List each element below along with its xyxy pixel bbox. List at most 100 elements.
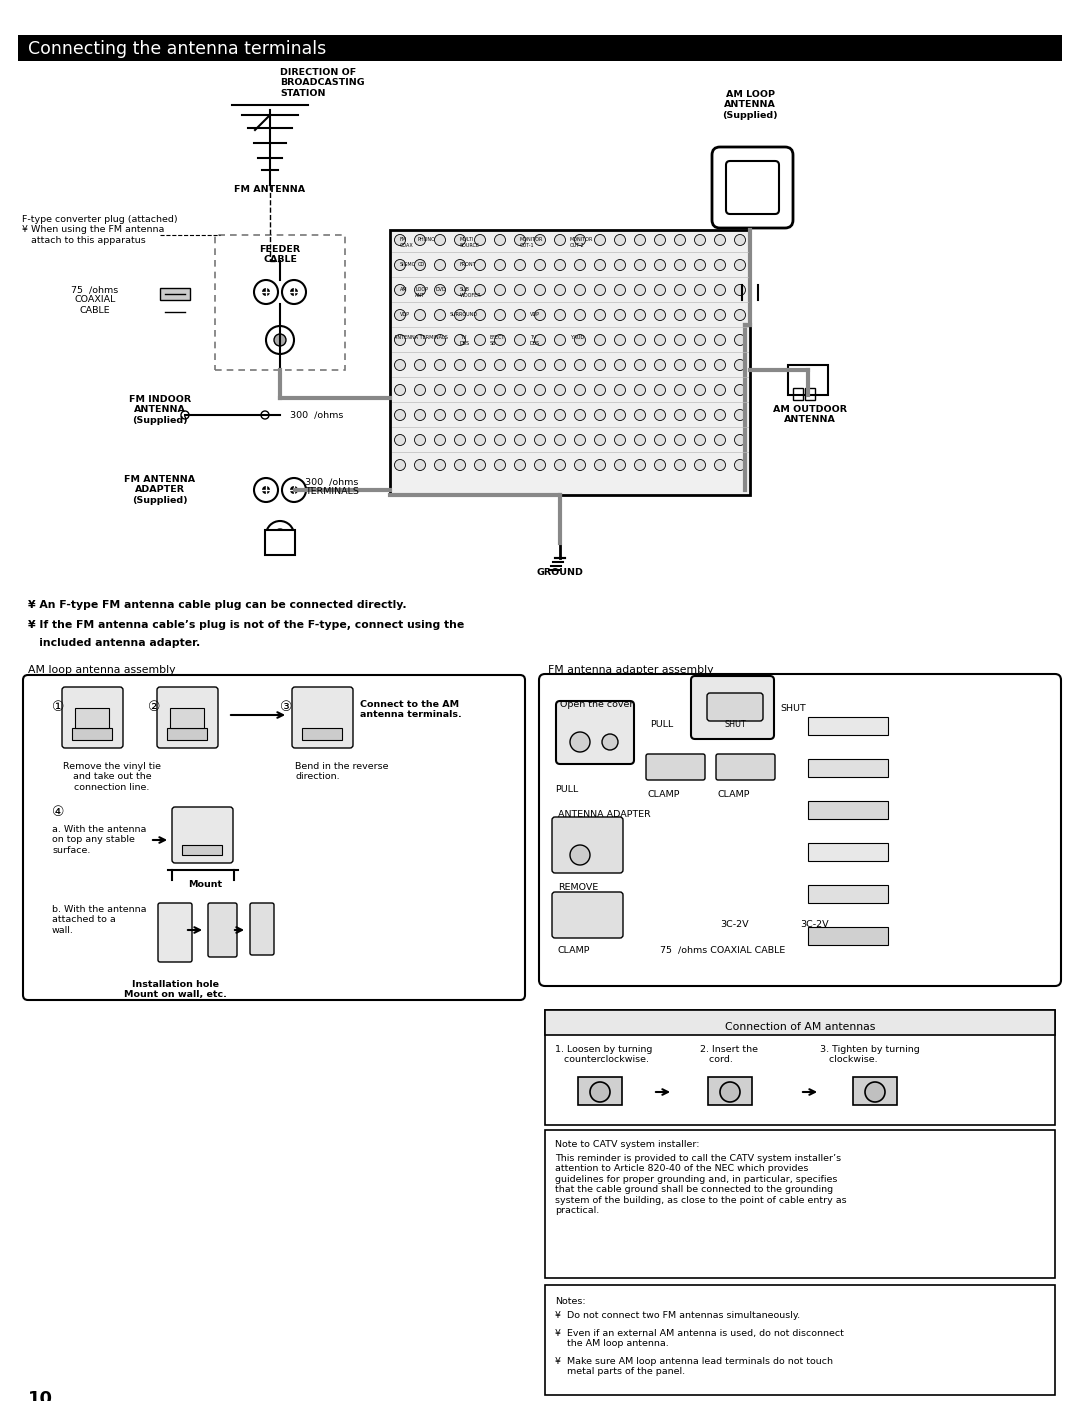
Circle shape bbox=[734, 460, 745, 471]
Circle shape bbox=[266, 326, 294, 354]
FancyBboxPatch shape bbox=[157, 686, 218, 748]
Text: ①: ① bbox=[52, 700, 65, 715]
Text: 10: 10 bbox=[28, 1390, 53, 1401]
Bar bbox=[545, 1285, 1055, 1395]
Circle shape bbox=[675, 234, 686, 245]
Bar bbox=[578, 1077, 622, 1105]
Circle shape bbox=[575, 384, 585, 395]
Circle shape bbox=[434, 284, 446, 296]
Circle shape bbox=[734, 234, 745, 245]
Text: GROUND: GROUND bbox=[537, 567, 583, 577]
Text: ④: ④ bbox=[52, 806, 65, 820]
Text: FM
COAX: FM COAX bbox=[400, 237, 414, 248]
Circle shape bbox=[434, 310, 446, 321]
Circle shape bbox=[495, 284, 505, 296]
Circle shape bbox=[455, 360, 465, 370]
FancyBboxPatch shape bbox=[552, 817, 623, 873]
Circle shape bbox=[635, 460, 646, 471]
Text: ¥ If the FM antenna cable’s plug is not of the F-type, connect using the: ¥ If the FM antenna cable’s plug is not … bbox=[28, 621, 464, 630]
Circle shape bbox=[514, 284, 526, 296]
Circle shape bbox=[654, 259, 665, 270]
Circle shape bbox=[594, 310, 606, 321]
Text: Bend in the reverse
direction.: Bend in the reverse direction. bbox=[295, 762, 389, 782]
Text: SHUT: SHUT bbox=[724, 720, 746, 729]
Circle shape bbox=[594, 434, 606, 446]
Circle shape bbox=[514, 360, 526, 370]
Circle shape bbox=[554, 310, 566, 321]
Circle shape bbox=[694, 409, 705, 420]
Text: b. With the antenna
attached to a
wall.: b. With the antenna attached to a wall. bbox=[52, 905, 147, 934]
Circle shape bbox=[415, 234, 426, 245]
Circle shape bbox=[415, 384, 426, 395]
Circle shape bbox=[262, 289, 270, 296]
Circle shape bbox=[434, 409, 446, 420]
Circle shape bbox=[415, 284, 426, 296]
Circle shape bbox=[554, 234, 566, 245]
Bar bbox=[183, 845, 222, 855]
Text: Note to CATV system installer:: Note to CATV system installer: bbox=[555, 1140, 700, 1149]
Circle shape bbox=[570, 845, 590, 864]
Text: ¥  Make sure AM loop antenna lead terminals do not touch
    metal parts of the : ¥ Make sure AM loop antenna lead termina… bbox=[555, 1358, 833, 1376]
Text: Mount: Mount bbox=[188, 880, 222, 890]
Text: CD: CD bbox=[418, 262, 426, 268]
Bar bbox=[808, 759, 888, 778]
Circle shape bbox=[675, 409, 686, 420]
Circle shape bbox=[514, 234, 526, 245]
Circle shape bbox=[615, 360, 625, 370]
Circle shape bbox=[455, 284, 465, 296]
Text: Connection of AM antennas: Connection of AM antennas bbox=[725, 1021, 875, 1033]
Circle shape bbox=[654, 310, 665, 321]
Circle shape bbox=[575, 234, 585, 245]
Text: Connect to the AM
antenna terminals.: Connect to the AM antenna terminals. bbox=[360, 700, 462, 719]
Circle shape bbox=[615, 234, 625, 245]
Circle shape bbox=[715, 434, 726, 446]
Text: AM loop antenna assembly: AM loop antenna assembly bbox=[28, 665, 175, 675]
Text: 3C-2V: 3C-2V bbox=[720, 920, 748, 929]
Text: PULL: PULL bbox=[555, 785, 578, 794]
Circle shape bbox=[575, 310, 585, 321]
FancyBboxPatch shape bbox=[691, 677, 774, 738]
Bar bbox=[545, 1010, 1055, 1125]
Circle shape bbox=[535, 460, 545, 471]
Circle shape bbox=[254, 280, 278, 304]
Text: a. With the antenna
on top any stable
surface.: a. With the antenna on top any stable su… bbox=[52, 825, 147, 855]
Circle shape bbox=[474, 360, 486, 370]
Text: REMOVE: REMOVE bbox=[558, 883, 598, 892]
Circle shape bbox=[254, 478, 278, 502]
Text: ¥  Even if an external AM antenna is used, do not disconnect
    the AM loop ant: ¥ Even if an external AM antenna is used… bbox=[555, 1330, 843, 1348]
Text: DVD: DVD bbox=[435, 287, 446, 291]
Circle shape bbox=[654, 360, 665, 370]
Circle shape bbox=[715, 335, 726, 346]
Circle shape bbox=[554, 284, 566, 296]
Circle shape bbox=[694, 384, 705, 395]
Bar bbox=[18, 35, 1062, 62]
Circle shape bbox=[715, 259, 726, 270]
Text: SHUT: SHUT bbox=[780, 703, 806, 713]
Circle shape bbox=[654, 460, 665, 471]
Bar bbox=[808, 927, 888, 946]
Circle shape bbox=[514, 310, 526, 321]
Circle shape bbox=[514, 335, 526, 346]
Bar bbox=[545, 1131, 1055, 1278]
Text: included antenna adapter.: included antenna adapter. bbox=[28, 637, 200, 649]
Circle shape bbox=[734, 384, 745, 395]
Text: Installation hole
Mount on wall, etc.: Installation hole Mount on wall, etc. bbox=[123, 981, 227, 999]
Circle shape bbox=[734, 434, 745, 446]
FancyBboxPatch shape bbox=[646, 754, 705, 780]
Circle shape bbox=[734, 310, 745, 321]
Circle shape bbox=[602, 734, 618, 750]
Text: ANTENNA TERMINALS: ANTENNA TERMINALS bbox=[394, 335, 448, 340]
Circle shape bbox=[394, 259, 405, 270]
Text: ③: ③ bbox=[280, 700, 293, 715]
Text: DIRECTION OF
BROADCASTING
STATION: DIRECTION OF BROADCASTING STATION bbox=[280, 69, 365, 98]
Circle shape bbox=[554, 384, 566, 395]
Circle shape bbox=[495, 460, 505, 471]
Circle shape bbox=[535, 360, 545, 370]
Circle shape bbox=[654, 409, 665, 420]
Circle shape bbox=[575, 284, 585, 296]
Circle shape bbox=[720, 1082, 740, 1103]
Circle shape bbox=[654, 284, 665, 296]
Circle shape bbox=[262, 486, 270, 495]
Circle shape bbox=[594, 284, 606, 296]
FancyBboxPatch shape bbox=[552, 892, 623, 939]
